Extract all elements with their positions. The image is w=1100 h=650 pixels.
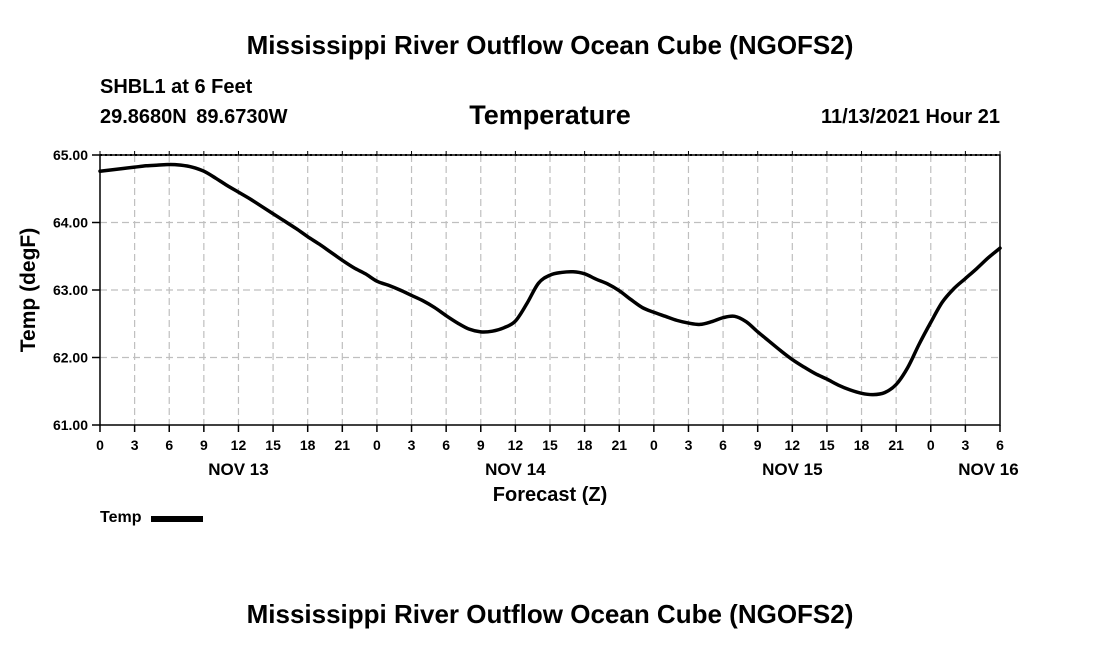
date-label: NOV 15 [762, 460, 822, 479]
x-tick-label: 6 [165, 437, 173, 453]
axis-labels: 0 3 6 9 12 15 18 21 0 3 6 9 12 15 18 21 0 3 6 9 12 15 18 21 0 3 6 6… [53, 147, 1019, 479]
y-tick-label: 64.00 [53, 215, 88, 231]
x-tick-label: 15 [265, 437, 281, 453]
x-tick-label: 21 [335, 437, 351, 453]
x-tick-label: 6 [442, 437, 450, 453]
date-label: NOV 16 [958, 460, 1018, 479]
temp-series-line [98, 162, 1002, 397]
x-tick-label: 21 [888, 437, 904, 453]
x-tick-label: 12 [785, 437, 801, 453]
x-axis-title: Forecast (Z) [493, 484, 607, 506]
x-tick-label: 12 [508, 437, 524, 453]
x-tick-label: 6 [996, 437, 1004, 453]
x-tick-label: 15 [819, 437, 835, 453]
x-tick-label: 3 [685, 437, 693, 453]
y-tick-label: 61.00 [53, 417, 88, 433]
x-tick-label: 3 [131, 437, 139, 453]
x-tick-label: 15 [542, 437, 558, 453]
date-label: NOV 14 [485, 460, 546, 479]
coordinates-label: 29.8680N 89.6730W [100, 106, 288, 128]
grid-lines [100, 155, 1000, 425]
station-label: SHBL1 at 6 Feet [100, 76, 253, 98]
x-tick-label: 21 [611, 437, 627, 453]
chart-title: Temperature [469, 100, 631, 130]
x-tick-label: 0 [650, 437, 658, 453]
x-tick-label: 3 [408, 437, 416, 453]
y-tick-label: 65.00 [53, 147, 88, 163]
y-tick-label: 62.00 [53, 350, 88, 366]
date-label: NOV 13 [208, 460, 268, 479]
x-tick-label: 0 [927, 437, 935, 453]
x-tick-label: 9 [477, 437, 485, 453]
valid-time-label: 11/13/2021 Hour 21 [820, 106, 1000, 128]
footer-title: Mississippi River Outflow Ocean Cube (NG… [246, 599, 854, 629]
x-tick-label: 6 [719, 437, 727, 453]
axis-ticks [92, 151, 1001, 432]
x-tick-label: 0 [96, 437, 104, 453]
legend-swatch [151, 516, 204, 522]
x-tick-label: 12 [231, 437, 247, 453]
x-tick-label: 9 [200, 437, 208, 453]
legend-label: Temp [100, 509, 142, 526]
legend: Temp [100, 509, 204, 527]
x-tick-label: 18 [300, 437, 316, 453]
y-axis-title: Temp (degF) [17, 228, 40, 352]
page-title: Mississippi River Outflow Ocean Cube (NG… [246, 30, 854, 60]
x-tick-label: 0 [373, 437, 381, 453]
y-tick-label: 63.00 [53, 282, 88, 298]
x-tick-label: 3 [961, 437, 969, 453]
x-tick-label: 18 [854, 437, 870, 453]
x-tick-label: 9 [754, 437, 762, 453]
x-tick-label: 18 [577, 437, 593, 453]
